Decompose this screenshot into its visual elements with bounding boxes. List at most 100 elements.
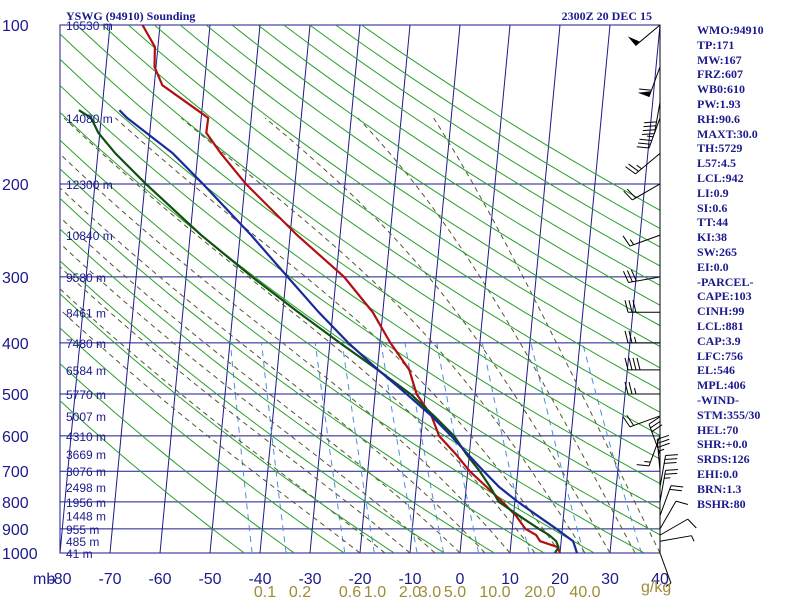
- moist-adiabat-line: [60, 187, 486, 553]
- height-label: 5007 m: [66, 410, 106, 424]
- isotherm-line: [459, 25, 511, 553]
- index-item: CAP:3.9: [697, 333, 741, 348]
- temperature-axis: -80 -70 -60 -50 -40 -30 -20 -10 0 10 20 30 40: [48, 571, 669, 588]
- plot-frame: [59, 24, 661, 554]
- wind-barb-shaft: [648, 435, 661, 467]
- index-item: SHR:+0.0: [697, 437, 748, 452]
- index-item: MAXT:30.0: [697, 126, 758, 141]
- index-item: EI:0.0: [697, 259, 729, 274]
- sounding-profiles: [78, 25, 579, 553]
- wind-barb-flag: [628, 330, 633, 344]
- wind-barb-shaft: [659, 535, 692, 542]
- moist-adiabat-line: [115, 117, 561, 553]
- mixing-ratio-axis: 0.1 0.2 0.6 1.0 2.03.0 5.0 10.0 20.0 40.0: [254, 584, 601, 600]
- moist-adiabat-line: [63, 117, 536, 553]
- isotherm-line: [159, 25, 211, 553]
- wind-barb: [659, 552, 672, 587]
- index-item: WMO:94910: [697, 23, 764, 37]
- parcel-profile: [118, 109, 579, 553]
- wind-barb-pennant: [637, 91, 652, 97]
- wind-barb-flag: [670, 485, 684, 488]
- index-item: SW:265: [697, 244, 738, 259]
- wind-barb-flag: [626, 270, 633, 282]
- dry-adiabat-line: [128, 25, 660, 391]
- wind-barb-flag: [622, 416, 631, 428]
- height-label: 1956 m: [66, 496, 106, 510]
- isotherm-grid: [60, 25, 660, 553]
- index-item: CAPE:103: [697, 289, 752, 304]
- height-label: 1448 m: [66, 510, 106, 524]
- isotherm-line: [559, 25, 611, 553]
- wind-barb: [642, 102, 661, 136]
- mixing-ratio-line: [380, 342, 418, 553]
- height-label: 5770 m: [66, 388, 106, 402]
- index-item: PW:1.93: [697, 96, 741, 111]
- dry-adiabat-line: [205, 25, 660, 327]
- wind-barb-flag: [665, 454, 678, 457]
- mixing-ratio-line: [404, 342, 445, 553]
- mixing-ratio-line: [530, 342, 585, 553]
- index-item: HEL:70: [697, 422, 739, 437]
- pressure-tick-label: 700: [2, 464, 29, 481]
- wind-barb-flag: [626, 188, 637, 199]
- isobar-grid: [59, 24, 661, 554]
- wind-barb: [625, 152, 661, 175]
- wind-barb-shaft: [635, 24, 661, 46]
- index-item: SI:0.6: [697, 200, 728, 215]
- dry-adiabat-line: [60, 260, 445, 553]
- mixing-ratio-tick-label: 3.0: [419, 584, 441, 600]
- height-label: 12300 m: [66, 178, 113, 192]
- index-item: LCL:942: [697, 170, 744, 185]
- mixing-ratio-tick-label: 2.0: [399, 584, 421, 600]
- wind-barb-flag: [622, 235, 631, 247]
- dry-adiabat-line: [60, 139, 645, 553]
- wind-barb-flag: [636, 357, 641, 371]
- isotherm-line: [359, 25, 411, 553]
- index-item: EL:546: [697, 363, 736, 378]
- temperature-tick-label: 30: [601, 571, 619, 588]
- wind-barb-flag: [639, 138, 652, 142]
- wind-barb-shaft: [629, 234, 661, 247]
- moist-adiabat-line: [60, 153, 511, 553]
- wind-barb-flag: [628, 381, 633, 395]
- wind-barb: [659, 535, 695, 542]
- mixing-ratio-tick-label: 0.2: [289, 584, 311, 600]
- temperature-tick-label: -40: [248, 571, 271, 588]
- wind-barb-flag: [624, 330, 629, 344]
- dry-adiabat-line: [60, 400, 245, 553]
- dry-adiabat-line: [60, 197, 545, 553]
- height-label: 8461 m: [66, 306, 106, 320]
- index-item: LI:0.9: [697, 185, 729, 200]
- mixing-ratio-line: [229, 342, 253, 553]
- wind-barb: [624, 381, 660, 395]
- wind-barb-shaft: [635, 152, 661, 175]
- height-label: 41 m: [66, 547, 93, 561]
- moist-adiabat-line: [60, 288, 386, 553]
- index-item: -WIND-: [697, 392, 739, 407]
- wind-barb: [624, 357, 660, 371]
- temperature-tick-label: -80: [48, 571, 71, 588]
- height-label: 3669 m: [66, 448, 106, 462]
- wind-barb: [622, 269, 661, 283]
- mixing-ratio-tick-label: 0.6: [339, 584, 361, 600]
- moist-adiabat-line: [60, 266, 411, 553]
- mixing-ratio-tick-label: 10.0: [479, 584, 510, 600]
- temperature-tick-label: -30: [298, 571, 321, 588]
- height-label: 9580 m: [66, 271, 106, 285]
- index-item: L57:4.5: [697, 156, 736, 171]
- wind-barb-shaft: [656, 439, 661, 472]
- wind-barb-flag: [665, 468, 678, 471]
- wind-barb-shaft: [659, 518, 688, 536]
- isotherm-line: [409, 25, 461, 553]
- index-item: FRZ:607: [697, 67, 743, 82]
- wind-barb-flag: [625, 166, 636, 175]
- wind-barb-half-flag: [691, 535, 695, 542]
- isotherm-line: [509, 25, 561, 553]
- mixing-ratio-line: [436, 342, 480, 553]
- moist-adiabat-line: [180, 117, 586, 553]
- wind-barb-flag: [642, 129, 656, 132]
- dry-adiabat-line: [283, 25, 660, 267]
- wind-barb: [636, 435, 661, 467]
- temperature-tick-label: 40: [651, 571, 669, 588]
